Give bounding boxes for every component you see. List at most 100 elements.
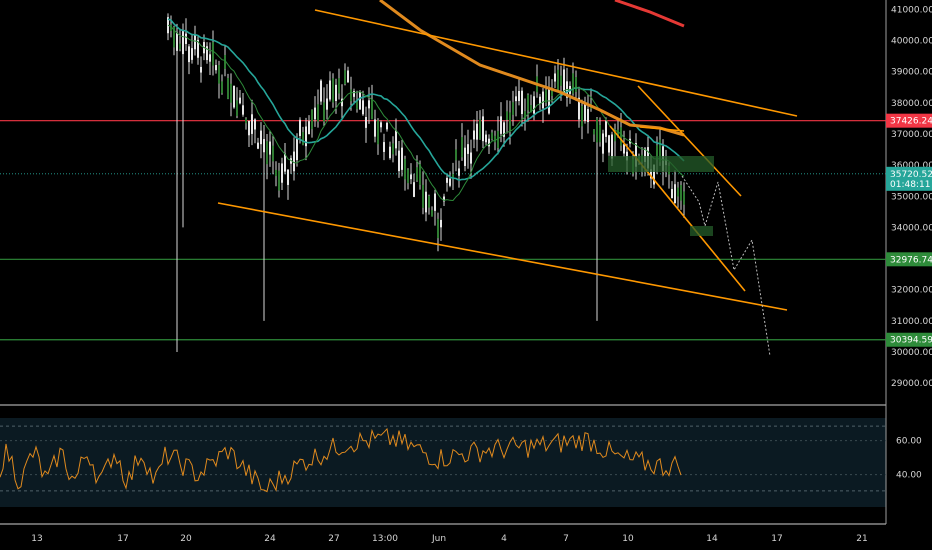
candle-up: [170, 24, 172, 31]
candle-down: [329, 80, 331, 100]
candle-down: [185, 33, 187, 44]
candle-down: [284, 153, 286, 172]
candle-down: [467, 144, 469, 154]
candle-up: [350, 89, 352, 102]
time-tick-label: Jun: [431, 534, 446, 544]
price-tick-label: 35000.00: [891, 192, 932, 202]
moving-average-teal: [167, 18, 685, 181]
candle-up: [323, 102, 325, 122]
time-tick-label: 17: [771, 534, 782, 544]
candle-down: [485, 134, 487, 143]
candle-down: [473, 130, 475, 140]
price-tick-label: 36000.00: [891, 161, 932, 171]
candle-up: [620, 127, 622, 146]
price-tick-label: 31000.00: [891, 317, 932, 327]
candle-up: [266, 141, 268, 165]
candle-up: [230, 83, 232, 103]
candle-down: [215, 65, 217, 71]
candle-down: [434, 193, 436, 211]
candle-down: [635, 143, 637, 167]
candle-up: [575, 77, 577, 92]
price-badge: [886, 252, 932, 267]
projection-path: [681, 175, 771, 357]
candle-up: [338, 78, 340, 94]
candle-down: [542, 91, 544, 109]
candle-down: [464, 147, 466, 166]
candle-up: [428, 196, 430, 208]
candle-down: [347, 70, 349, 83]
candle-up: [392, 143, 394, 155]
candle-up: [494, 135, 496, 143]
candle-down: [440, 219, 442, 228]
candle-up: [683, 191, 685, 205]
candle-up: [332, 78, 334, 103]
candle-down: [305, 126, 307, 147]
candle-down: [449, 178, 451, 186]
price-tick-label: 30000.00: [891, 348, 932, 358]
price-tick-label: 32000.00: [891, 286, 932, 296]
candle-up: [278, 170, 280, 191]
candle-down: [386, 122, 388, 130]
candle-down: [233, 85, 235, 108]
candle-up: [221, 81, 223, 94]
candle-up: [551, 89, 553, 97]
candle-down: [380, 122, 382, 128]
time-tick-label: 13: [31, 534, 42, 544]
candle-up: [344, 70, 346, 85]
candle-down: [293, 151, 295, 172]
candle-up: [236, 100, 238, 116]
candle-down: [263, 139, 265, 153]
candle-up: [581, 105, 583, 127]
candle-up: [275, 169, 277, 177]
candle-down: [515, 96, 517, 102]
candle-down: [242, 105, 244, 115]
resistance-zone: [608, 156, 714, 172]
time-tick-label: 14: [706, 534, 718, 544]
candle-up: [614, 131, 616, 142]
candle-up: [497, 131, 499, 148]
candle-up: [593, 129, 595, 135]
candle-down: [287, 169, 289, 185]
candle-down: [425, 191, 427, 213]
trendline: [217, 202, 788, 311]
candle-up: [272, 145, 274, 162]
rsi-tick-label: 60.00: [896, 437, 922, 447]
moving-average-slow: [379, 0, 685, 137]
trendline: [639, 126, 685, 132]
candle-up: [371, 99, 373, 119]
price-tick-label: 37000.00: [891, 130, 932, 140]
moving-average-red: [614, 0, 685, 28]
candle-down: [476, 123, 478, 140]
candle-down: [578, 97, 580, 120]
price-badge-label: 35720.52: [890, 170, 932, 180]
candle-down: [359, 91, 361, 110]
candle-down: [401, 147, 403, 170]
candle-up: [173, 26, 175, 48]
price-badge: [886, 332, 932, 347]
candle-up: [431, 210, 433, 217]
candle-down: [248, 120, 250, 136]
candle-up: [404, 158, 406, 180]
candle-up: [491, 132, 493, 140]
candle-up: [479, 119, 481, 140]
candle-down: [539, 96, 541, 104]
time-tick-label: 13:00: [372, 534, 398, 544]
candle-up: [407, 169, 409, 184]
candle-up: [218, 65, 220, 84]
trendline: [314, 9, 798, 117]
candle-up: [245, 118, 247, 124]
candle-down: [296, 138, 298, 161]
candle-up: [524, 111, 526, 119]
candle-down: [335, 84, 337, 101]
candle-down: [674, 184, 676, 204]
candle-up: [416, 167, 418, 181]
candle-down: [209, 54, 211, 62]
candle-down: [281, 163, 283, 183]
candle-down: [413, 182, 415, 197]
candle-down: [518, 90, 520, 102]
candle-down: [197, 39, 199, 58]
candle-up: [356, 99, 358, 110]
candle-down: [554, 73, 556, 82]
candle-down: [257, 142, 259, 149]
